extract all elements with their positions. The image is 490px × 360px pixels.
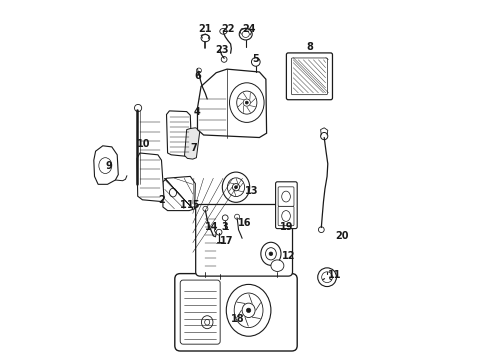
- Ellipse shape: [222, 215, 228, 221]
- FancyBboxPatch shape: [286, 53, 333, 100]
- Polygon shape: [163, 176, 196, 211]
- Polygon shape: [197, 69, 267, 138]
- Ellipse shape: [201, 316, 213, 329]
- Text: 2: 2: [158, 195, 165, 205]
- Text: 21: 21: [198, 24, 211, 34]
- Text: 23: 23: [215, 45, 228, 55]
- Ellipse shape: [99, 158, 112, 174]
- Text: 18: 18: [231, 314, 245, 324]
- Text: 22: 22: [221, 24, 235, 34]
- Ellipse shape: [318, 227, 324, 233]
- Ellipse shape: [216, 229, 222, 235]
- Ellipse shape: [220, 28, 227, 34]
- Text: 12: 12: [281, 251, 295, 261]
- Text: 9: 9: [105, 161, 112, 171]
- Text: 1: 1: [180, 200, 187, 210]
- Text: 20: 20: [336, 231, 349, 241]
- Ellipse shape: [271, 260, 284, 271]
- Ellipse shape: [269, 252, 273, 256]
- Ellipse shape: [222, 172, 250, 202]
- Text: 15: 15: [187, 200, 200, 210]
- Polygon shape: [137, 153, 164, 202]
- Text: 4: 4: [194, 107, 201, 117]
- Text: 3: 3: [222, 222, 228, 232]
- Text: 5: 5: [252, 54, 259, 64]
- Text: 17: 17: [220, 236, 233, 246]
- Text: 7: 7: [191, 143, 197, 153]
- Ellipse shape: [134, 104, 142, 112]
- Text: 11: 11: [328, 270, 342, 280]
- Ellipse shape: [251, 58, 260, 66]
- FancyBboxPatch shape: [278, 187, 294, 206]
- FancyBboxPatch shape: [292, 58, 327, 95]
- Text: 14: 14: [205, 222, 219, 232]
- Ellipse shape: [261, 242, 281, 265]
- Ellipse shape: [318, 268, 337, 287]
- Polygon shape: [185, 128, 200, 159]
- Text: 6: 6: [195, 71, 201, 81]
- Polygon shape: [167, 111, 192, 157]
- Ellipse shape: [246, 308, 251, 312]
- Ellipse shape: [245, 101, 248, 104]
- FancyBboxPatch shape: [196, 204, 293, 276]
- FancyBboxPatch shape: [175, 274, 297, 351]
- Text: 13: 13: [245, 186, 258, 196]
- Ellipse shape: [226, 284, 271, 336]
- Ellipse shape: [235, 186, 238, 189]
- FancyBboxPatch shape: [278, 206, 294, 226]
- Ellipse shape: [201, 35, 210, 42]
- Ellipse shape: [229, 83, 264, 122]
- Ellipse shape: [239, 28, 252, 40]
- Text: 16: 16: [238, 218, 251, 228]
- Text: 24: 24: [242, 24, 255, 34]
- Text: 10: 10: [137, 139, 150, 149]
- Ellipse shape: [203, 206, 208, 211]
- Text: 19: 19: [280, 222, 293, 232]
- Ellipse shape: [221, 57, 227, 62]
- Ellipse shape: [170, 188, 176, 197]
- Text: 8: 8: [306, 42, 313, 52]
- Ellipse shape: [320, 132, 328, 140]
- FancyBboxPatch shape: [180, 280, 220, 344]
- Polygon shape: [94, 146, 118, 184]
- FancyBboxPatch shape: [275, 182, 297, 229]
